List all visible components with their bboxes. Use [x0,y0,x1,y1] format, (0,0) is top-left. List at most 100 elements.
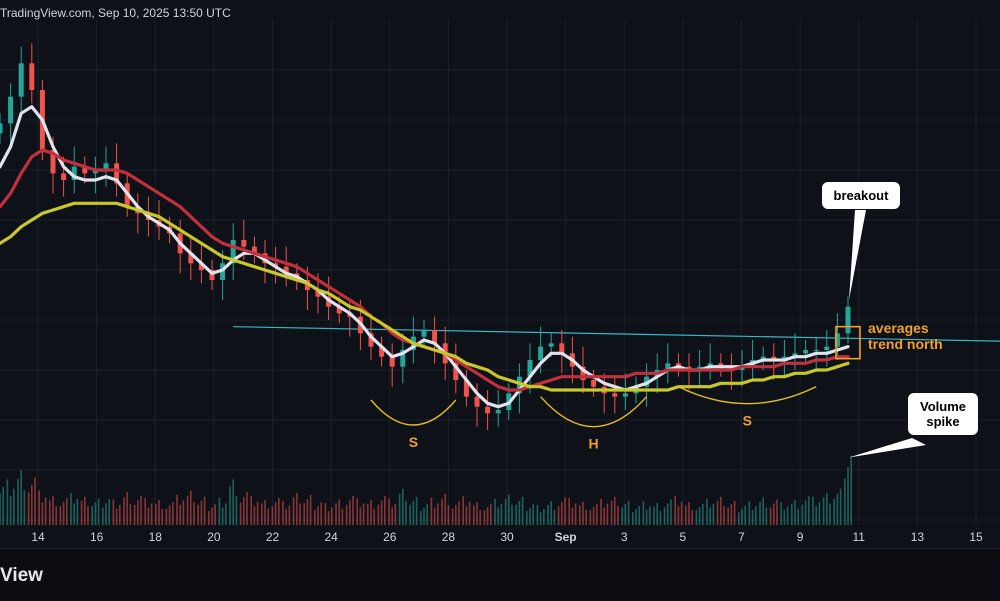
volume-bar [299,503,301,525]
volume-bar [839,488,842,525]
volume-bar [822,497,825,525]
volume-bar [727,507,729,525]
volume-bar [462,496,464,525]
volume-bar [105,503,107,525]
volume-bar [759,501,761,525]
volume-bar [158,500,160,525]
candle-body [612,393,618,397]
left-shoulder-label: S [409,434,418,450]
volume-bar [801,504,804,525]
candle-body [538,346,544,360]
volume-bar [423,507,425,525]
volume-bar [52,496,54,525]
volume-bar [656,503,658,525]
candle-body [675,363,681,367]
volume-bar [539,512,542,525]
candle-body [453,363,459,380]
averages-label: averages trend north [868,320,943,352]
volume-bar [645,509,648,525]
volume-bar [755,506,757,525]
volume-bar [420,511,422,525]
volume-bar [285,508,287,525]
volume-bar [564,497,566,525]
volume-bar [190,490,192,525]
volume-bar [667,503,669,525]
volume-bar [635,509,637,525]
candle-body [315,290,321,297]
volume-bar [229,486,231,525]
candle-body [368,333,374,347]
volume-bar [585,509,587,525]
volume-bar [367,503,369,525]
volume-bar [200,500,203,525]
volume-bar [812,496,814,525]
volume-bar [398,493,401,525]
volume-bar [31,484,33,525]
volume-bar [458,501,460,525]
volume-bar [161,508,163,525]
candle-body [813,350,819,351]
breakout-pointer [849,210,866,300]
x-tick-label: 20 [207,530,221,544]
moving-averages [0,105,850,409]
volume-bar [473,505,475,525]
volume-bar [606,503,609,525]
volume-bar [377,504,380,525]
x-tick-label: 13 [911,530,925,544]
volume-bar [663,507,666,525]
callout-pointers [849,210,926,458]
volume-bar [465,506,468,525]
averages-line-1: averages [868,320,929,336]
volume-bar [182,500,185,525]
volume-bar [723,506,725,525]
candle-body [432,330,438,344]
x-tick-label: 22 [266,530,280,544]
volume-bar [624,504,627,525]
volume-bar [444,493,446,525]
candle-body [114,163,120,184]
volume-bar [536,504,539,525]
candle-body [50,150,56,174]
breakout-label: breakout [833,188,889,203]
brand-logo: View [0,565,43,586]
candle-body [230,240,236,264]
volume-bar [165,508,168,525]
candle-body [485,406,491,414]
candle-body [495,410,501,414]
volume-bar [176,494,178,525]
volume-bar [235,495,238,525]
volume-bar [504,499,507,525]
volume-bar [677,506,680,525]
volume-bar [155,503,157,525]
volume-bar [221,507,224,525]
volume-bar [426,504,428,525]
volume-bar [76,498,79,525]
volume-bar [172,501,174,525]
volume-bar [23,490,26,525]
candle-body [103,163,109,170]
averages-highlight-box [835,325,861,360]
volume-bar [137,500,139,525]
volume-bar [147,507,150,525]
x-tick-label: 11 [853,530,866,544]
volume-bar [653,506,655,525]
volume-bar [762,497,764,525]
head-label: H [589,436,599,452]
volume-bar [543,509,545,525]
volume-bar [282,500,284,525]
volume-bar [306,499,309,525]
volume-bar [847,467,849,525]
volume-bar [66,498,68,525]
volume-bar [402,488,404,525]
volume-bar [836,493,839,525]
volume-bar [716,500,719,525]
volume-bar [490,503,492,525]
volume-bar [589,510,592,525]
volume-bar [547,504,549,525]
volume-bar [27,492,30,525]
volume-bar [225,503,227,525]
volume-bar [362,503,365,525]
volume-bar [574,503,577,525]
volume-bar [409,504,411,525]
volume-bar [691,509,693,525]
